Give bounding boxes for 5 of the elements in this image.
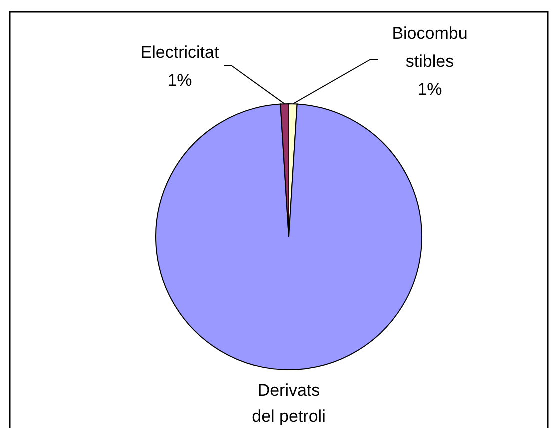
data-label: 1%	[168, 71, 192, 90]
slice-label: Electricitat	[140, 43, 220, 62]
slice-label: Derivats del petroli	[252, 381, 326, 426]
data-label: 1%	[418, 80, 442, 99]
slice-label: Biocombu stibles	[392, 24, 468, 71]
